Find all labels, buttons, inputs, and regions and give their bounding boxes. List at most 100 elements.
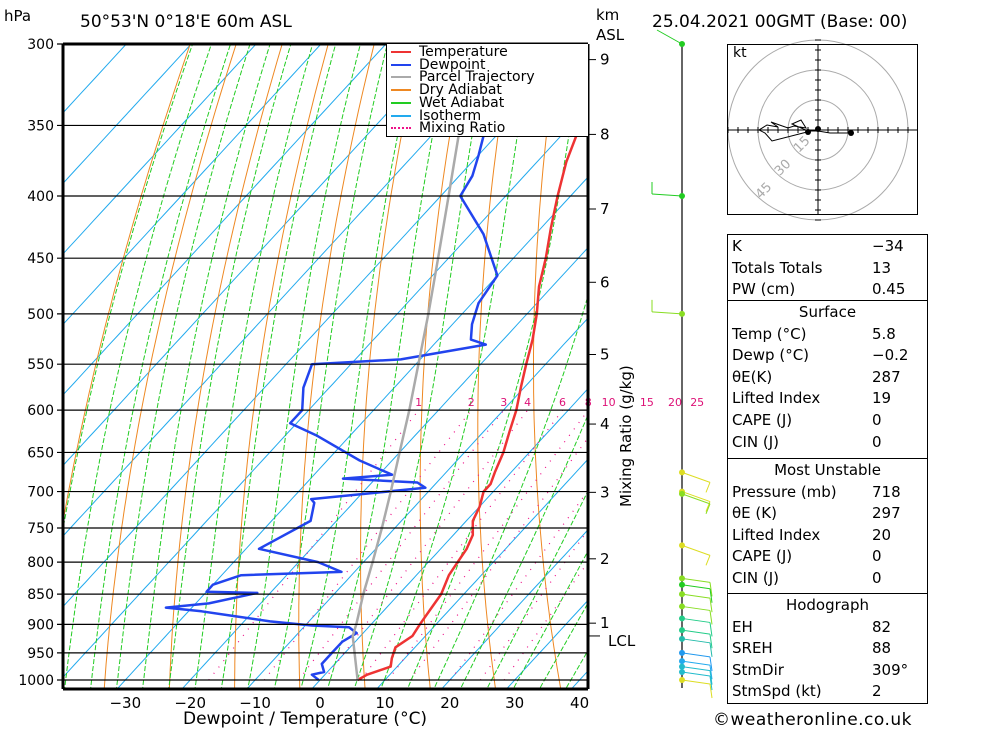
stat-label: PW (cm) [732, 280, 796, 299]
x-tick-label: −30 [109, 694, 141, 712]
legend-item: Dry Adiabat [391, 83, 502, 97]
wind-barb [679, 627, 713, 649]
wind-barb-flag [709, 675, 713, 691]
mixing-ratio-line [263, 409, 472, 681]
wind-barb-flag [709, 683, 713, 699]
legend-label: Dewpoint [419, 56, 486, 73]
wind-barb-shaft [681, 671, 711, 677]
wind-barb-dot [679, 575, 685, 582]
mixing-ratio-line [360, 409, 563, 681]
wind-barb-flag [709, 610, 713, 625]
wind-barb [679, 581, 713, 603]
x-tick-label: 0 [315, 694, 325, 712]
wind-barb-shaft [656, 29, 683, 45]
pressure-tick-label: 300 [27, 37, 54, 53]
stat-value: 0 [872, 569, 882, 587]
hodograph-box: kt [727, 44, 918, 215]
pressure-tick-label: 750 [27, 521, 54, 537]
dry-adiabat-line [298, 44, 375, 689]
wind-barb-shaft [681, 544, 711, 556]
wind-barb-dot [679, 603, 685, 610]
dry-adiabat-line [477, 44, 513, 689]
stat-label: Temp (°C) [732, 324, 807, 343]
isotherm-line [116, 176, 588, 689]
dry-adiabat-line [103, 44, 237, 689]
pressure-tick-label: 400 [27, 189, 54, 205]
wind-barb [679, 615, 713, 637]
stat-value: 309° [872, 660, 909, 679]
surface-panel: Surface Temp (°C) 5.8 Dewp (°C) −0.2 θE(K) 287… [727, 300, 928, 459]
stat-value: 0.45 [872, 280, 906, 299]
stat-label: θE (K) [732, 504, 777, 523]
stat-value: 718 [872, 482, 901, 501]
wind-barb-dot [679, 490, 685, 497]
legend-label: Wet Adiabat [419, 94, 505, 111]
wind-barb [679, 663, 713, 685]
wind-barb-flag [709, 656, 713, 671]
wind-barb [679, 490, 711, 515]
legend-label: Dry Adiabat [419, 82, 502, 99]
pressure-tick-label: 800 [27, 555, 54, 571]
wet-adiabat-line [194, 44, 314, 689]
km-tick-label: 6 [600, 273, 610, 291]
location-title: 50°53'N 0°18'E 60m ASL [80, 12, 292, 32]
wind-barb-shaft [651, 193, 683, 197]
pressure-tick-label: 550 [27, 357, 54, 373]
pressure-tick-label: 900 [27, 617, 54, 633]
wind-barb-dot [679, 677, 685, 683]
stat-value: −0.2 [872, 346, 909, 365]
chart-legend: Temperature Dewpoint Parcel Trajectory Dry … [386, 44, 589, 137]
wind-barb-dot [679, 615, 685, 622]
stat-value: 0 [872, 411, 882, 429]
wind-barb-dot [679, 192, 685, 199]
isotherm-line [63, 44, 257, 255]
wet-adiabat-line [512, 549, 588, 689]
hodograph-point [815, 126, 821, 132]
wind-barb-dot [679, 649, 685, 656]
wet-adiabat-line [63, 44, 194, 532]
wet-adiabat-line [273, 44, 388, 689]
x-tick-label: −10 [239, 694, 271, 712]
wet-adiabat-line [406, 44, 585, 689]
dry-adiabat-line [971, 26, 1000, 706]
stat-value: 0 [872, 547, 882, 566]
dry-adiabat-line [63, 44, 191, 525]
mixing-ratio-line [387, 409, 588, 681]
isotherm-line [63, 105, 588, 678]
hodograph-point [805, 129, 811, 135]
asl-unit-label: ASL [596, 26, 625, 44]
wet-adiabat-line [538, 601, 588, 689]
wind-barb [679, 575, 713, 597]
panel-title: Hodograph [785, 596, 870, 614]
isotherm-line [376, 458, 588, 689]
pressure-tick-label: 500 [27, 307, 54, 323]
pressure-tick-label: 650 [27, 445, 54, 461]
mixing-ratio-label: 15 [640, 396, 654, 409]
wind-barb-shaft [651, 311, 683, 315]
lcl-label: LCL [608, 632, 636, 650]
km-tick-label: 3 [600, 483, 610, 501]
wind-barb-dot [679, 469, 685, 476]
isotherm-line [505, 599, 588, 689]
wind-barb-dot [679, 581, 685, 588]
dry-adiabat-line [234, 44, 329, 689]
wind-barb-flag [709, 634, 713, 649]
isotherm-line [246, 317, 588, 689]
wind-barb-shaft [681, 577, 711, 583]
km-tick-label: 9 [600, 51, 610, 69]
legend-swatch [391, 114, 411, 117]
wind-barb-flag [705, 555, 711, 566]
hodograph-trace [757, 119, 851, 142]
wind-barb-dot [679, 591, 685, 598]
legend-label: Mixing Ratio [419, 120, 506, 137]
wind-barb [679, 603, 713, 625]
x-tick-label: 10 [375, 694, 394, 712]
wet-adiabat-line [300, 44, 418, 689]
km-tick-label: 4 [600, 415, 610, 433]
mixing-ratio-label: 3 [500, 396, 507, 409]
stat-label: CAPE (J) [732, 411, 793, 429]
stat-value: 297 [872, 504, 901, 523]
x-tick-label: 20 [440, 694, 459, 712]
background-lines [63, 26, 1000, 706]
dry-adiabat-line [419, 44, 467, 689]
